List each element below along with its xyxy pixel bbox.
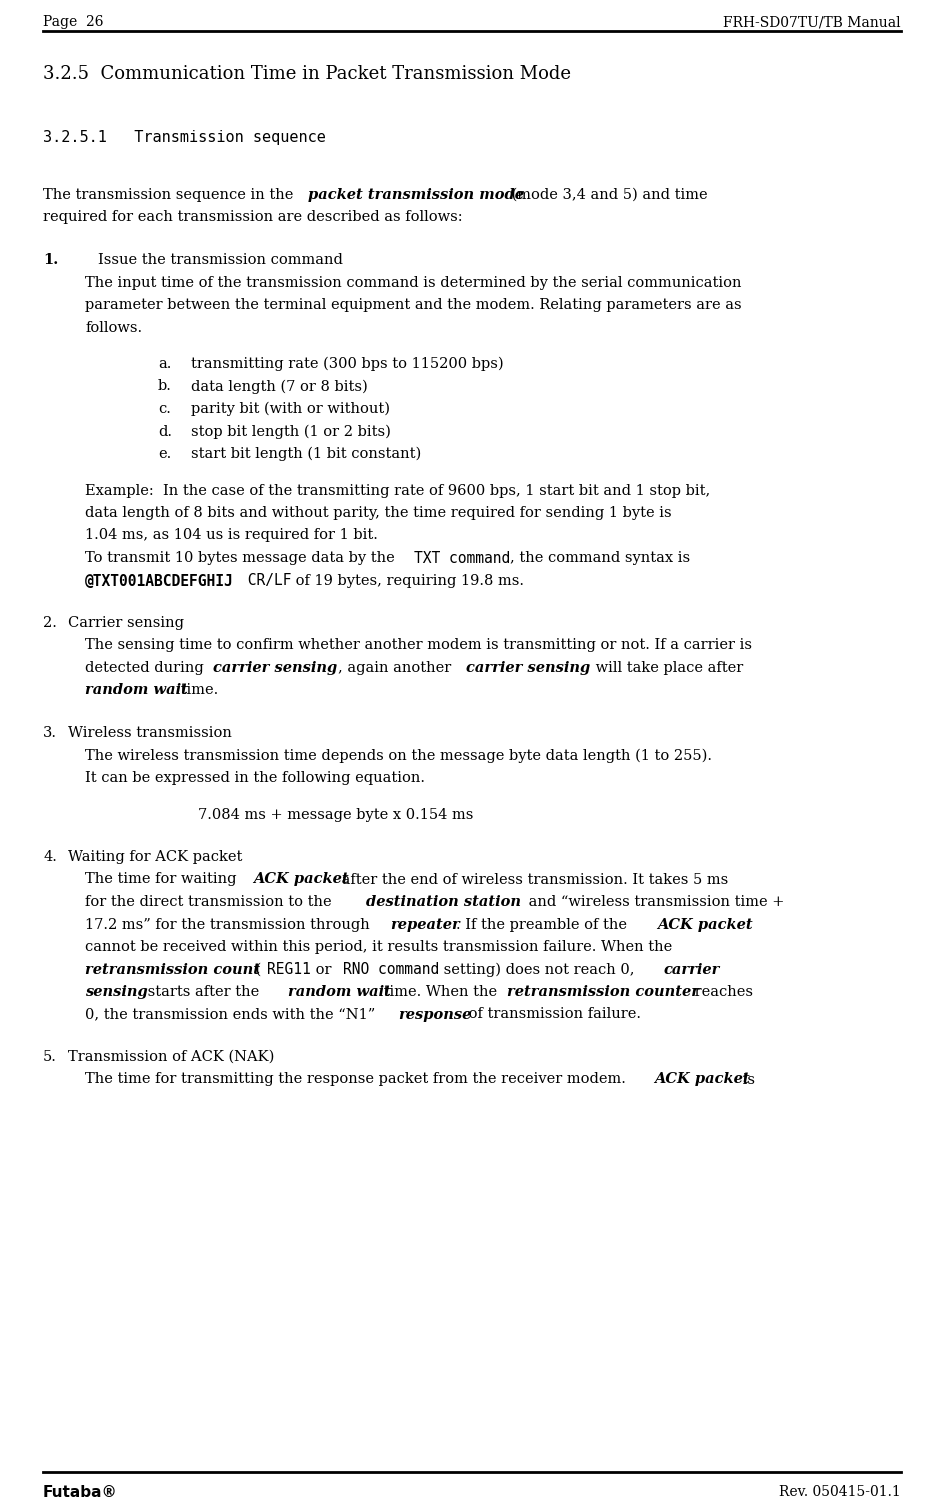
Text: transmitting rate (300 bps to 115200 bps): transmitting rate (300 bps to 115200 bps…	[191, 357, 504, 371]
Text: stop bit length (1 or 2 bits): stop bit length (1 or 2 bits)	[191, 425, 391, 439]
Text: data length (7 or 8 bits): data length (7 or 8 bits)	[191, 380, 368, 393]
Text: 3.: 3.	[43, 726, 57, 740]
Text: carrier: carrier	[664, 963, 720, 977]
Text: and “wireless transmission time +: and “wireless transmission time +	[524, 895, 784, 909]
Text: cannot be received within this period, it results transmission failure. When the: cannot be received within this period, i…	[85, 940, 672, 954]
Text: b.: b.	[158, 380, 172, 393]
Text: c.: c.	[158, 402, 171, 416]
Text: 1.04 ms, as 104 us is required for 1 bit.: 1.04 ms, as 104 us is required for 1 bit…	[85, 529, 378, 543]
Text: 5.: 5.	[43, 1050, 57, 1064]
Text: REG11: REG11	[267, 963, 311, 978]
Text: @TXT001ABCDEFGHIJ: @TXT001ABCDEFGHIJ	[85, 574, 234, 589]
Text: Example:  In the case of the transmitting rate of 9600 bps, 1 start bit and 1 st: Example: In the case of the transmitting…	[85, 484, 710, 497]
Text: The wireless transmission time depends on the message byte data length (1 to 255: The wireless transmission time depends o…	[85, 749, 712, 763]
Text: 0, the transmission ends with the “N1”: 0, the transmission ends with the “N1”	[85, 1008, 379, 1022]
Text: random wait: random wait	[288, 986, 391, 999]
Text: TXT command: TXT command	[413, 552, 510, 567]
Text: or: or	[311, 963, 336, 977]
Text: RNO command: RNO command	[343, 963, 439, 978]
Text: starts after the: starts after the	[143, 986, 264, 999]
Text: The time for transmitting the response packet from the receiver modem.: The time for transmitting the response p…	[85, 1073, 631, 1087]
Text: carrier sensing: carrier sensing	[213, 662, 338, 675]
Text: Transmission of ACK (NAK): Transmission of ACK (NAK)	[68, 1050, 275, 1064]
Text: for the direct transmission to the: for the direct transmission to the	[85, 895, 336, 909]
Text: (: (	[251, 963, 261, 977]
Text: sensing: sensing	[85, 986, 148, 999]
Text: of transmission failure.: of transmission failure.	[464, 1008, 641, 1022]
Text: random wait: random wait	[85, 684, 188, 698]
Text: Waiting for ACK packet: Waiting for ACK packet	[68, 850, 243, 864]
Text: The input time of the transmission command is determined by the serial communica: The input time of the transmission comma…	[85, 276, 741, 289]
Text: , again another: , again another	[338, 662, 456, 675]
Text: destination station: destination station	[365, 895, 521, 909]
Text: FRH-SD07TU/TB Manual: FRH-SD07TU/TB Manual	[723, 15, 901, 29]
Text: detected during: detected during	[85, 662, 209, 675]
Text: Carrier sensing: Carrier sensing	[68, 616, 184, 630]
Text: Issue the transmission command: Issue the transmission command	[98, 253, 343, 267]
Text: ACK packet: ACK packet	[654, 1073, 750, 1087]
Text: after the end of wireless transmission. It takes 5 ms: after the end of wireless transmission. …	[337, 873, 728, 886]
Text: ACK packet: ACK packet	[253, 873, 349, 886]
Text: parity bit (with or without): parity bit (with or without)	[191, 402, 390, 416]
Text: It can be expressed in the following equation.: It can be expressed in the following equ…	[85, 772, 425, 785]
Text: The sensing time to confirm whether another modem is transmitting or not. If a c: The sensing time to confirm whether anot…	[85, 639, 752, 653]
Text: The transmission sequence in the: The transmission sequence in the	[43, 188, 298, 202]
Text: 1.: 1.	[43, 253, 59, 267]
Text: The time for waiting: The time for waiting	[85, 873, 241, 886]
Text: Page  26: Page 26	[43, 15, 104, 29]
Text: is: is	[737, 1073, 754, 1087]
Text: will take place after: will take place after	[591, 662, 743, 675]
Text: time. When the: time. When the	[379, 986, 502, 999]
Text: Wireless transmission: Wireless transmission	[68, 726, 232, 740]
Text: 17.2 ms” for the transmission through: 17.2 ms” for the transmission through	[85, 918, 375, 931]
Text: e.: e.	[158, 448, 171, 461]
Text: retransmission counter: retransmission counter	[507, 986, 700, 999]
Text: start bit length (1 bit constant): start bit length (1 bit constant)	[191, 448, 421, 461]
Text: reaches: reaches	[690, 986, 753, 999]
Text: CR/LF: CR/LF	[239, 574, 291, 589]
Text: . If the preamble of the: . If the preamble of the	[456, 918, 632, 931]
Text: carrier sensing: carrier sensing	[466, 662, 591, 675]
Text: 3.2.5  Communication Time in Packet Transmission Mode: 3.2.5 Communication Time in Packet Trans…	[43, 65, 571, 83]
Text: a.: a.	[158, 357, 172, 371]
Text: packet transmission mode: packet transmission mode	[308, 188, 524, 202]
Text: setting) does not reach 0,: setting) does not reach 0,	[439, 963, 639, 977]
Text: of 19 bytes, requiring 19.8 ms.: of 19 bytes, requiring 19.8 ms.	[291, 574, 524, 588]
Text: response: response	[397, 1008, 471, 1022]
Text: parameter between the terminal equipment and the modem. Relating parameters are : parameter between the terminal equipment…	[85, 298, 742, 312]
Text: required for each transmission are described as follows:: required for each transmission are descr…	[43, 211, 463, 225]
Text: repeater: repeater	[390, 918, 460, 931]
Text: To transmit 10 bytes message data by the: To transmit 10 bytes message data by the	[85, 552, 399, 565]
Text: retransmission count: retransmission count	[85, 963, 260, 977]
Text: 2.: 2.	[43, 616, 57, 630]
Text: follows.: follows.	[85, 321, 143, 335]
Text: Futaba®: Futaba®	[43, 1484, 118, 1499]
Text: data length of 8 bits and without parity, the time required for sending 1 byte i: data length of 8 bits and without parity…	[85, 506, 671, 520]
Text: , the command syntax is: , the command syntax is	[510, 552, 690, 565]
Text: 4.: 4.	[43, 850, 57, 864]
Text: ACK packet: ACK packet	[657, 918, 752, 931]
Text: Rev. 050415-01.1: Rev. 050415-01.1	[779, 1484, 901, 1499]
Text: time.: time.	[177, 684, 219, 698]
Text: (mode 3,4 and 5) and time: (mode 3,4 and 5) and time	[507, 188, 708, 202]
Text: d.: d.	[158, 425, 172, 439]
Text: 3.2.5.1   Transmission sequence: 3.2.5.1 Transmission sequence	[43, 130, 326, 145]
Text: 7.084 ms + message byte x 0.154 ms: 7.084 ms + message byte x 0.154 ms	[198, 808, 473, 821]
